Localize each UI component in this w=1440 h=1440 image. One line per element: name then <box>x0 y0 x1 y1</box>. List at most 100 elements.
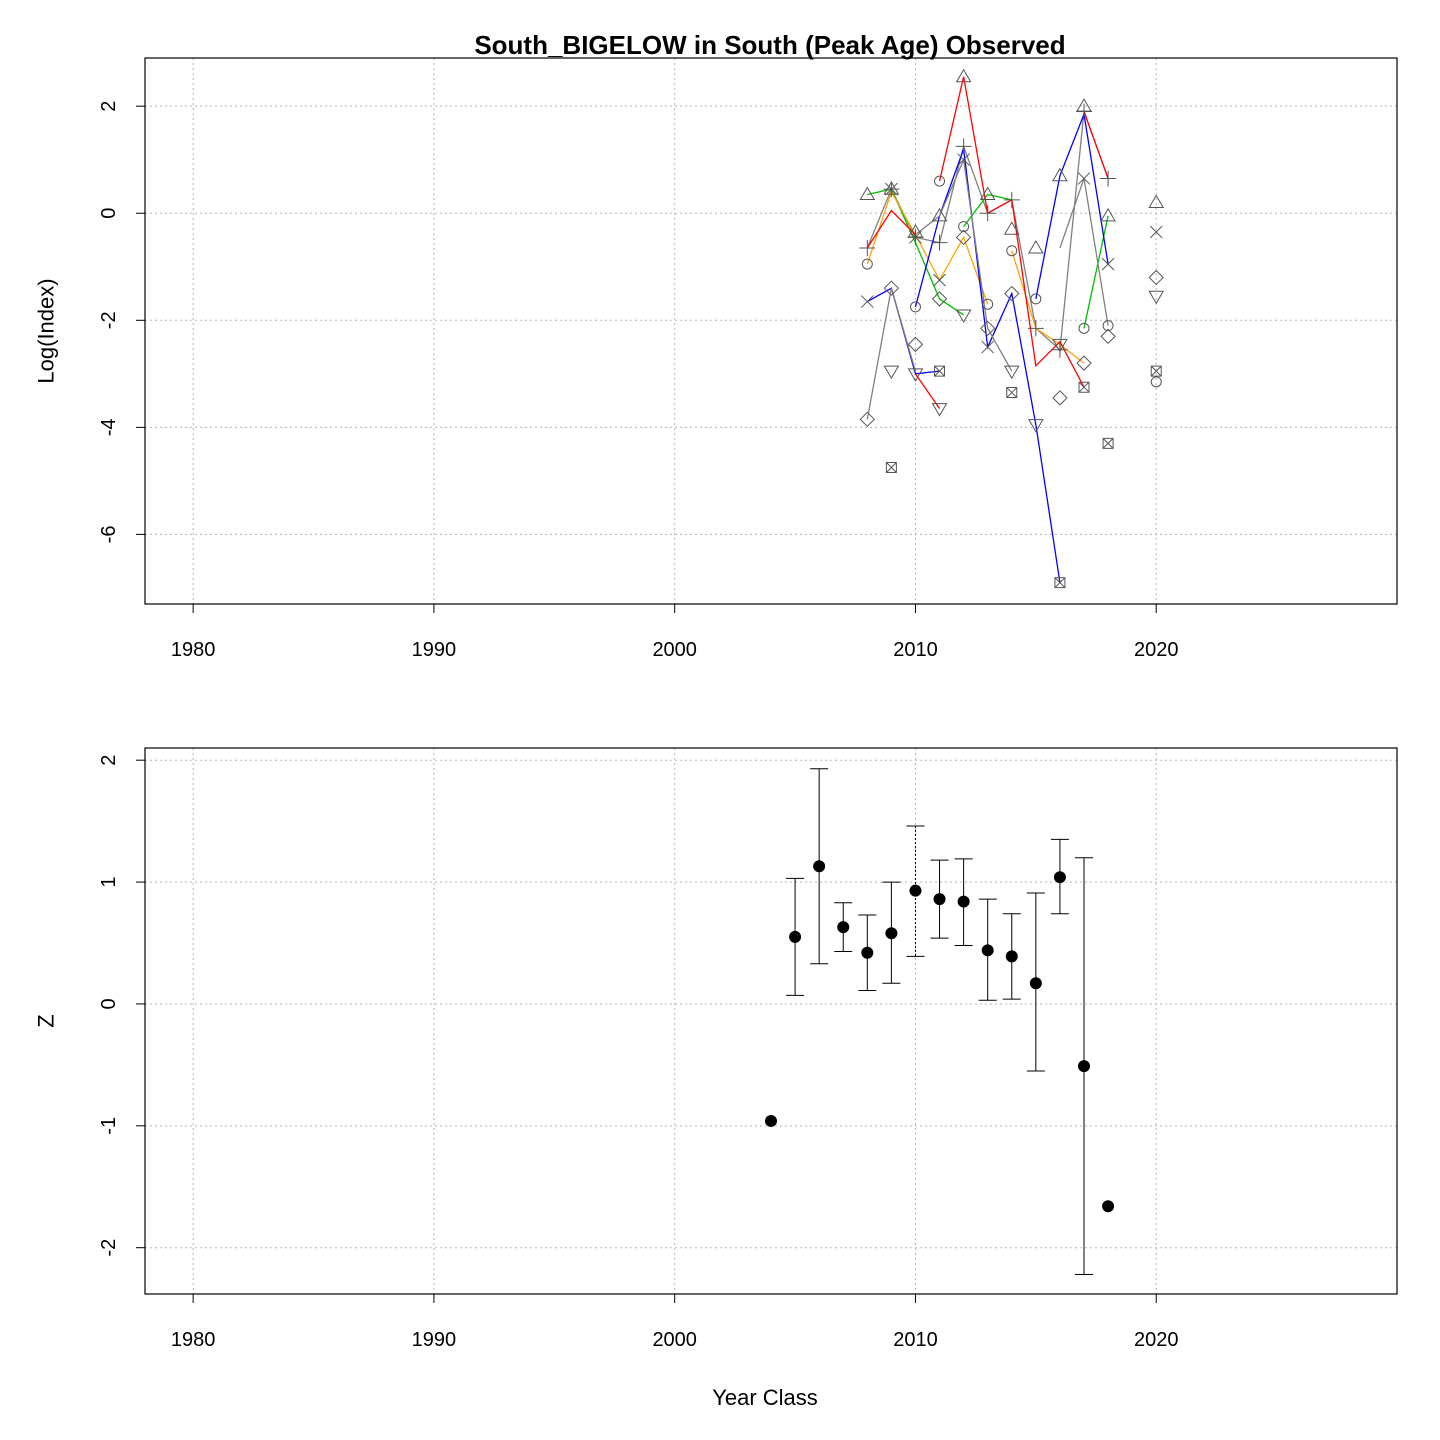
cross-marker <box>1077 172 1091 185</box>
series-line <box>866 190 989 305</box>
box-cross-marker <box>1150 365 1162 377</box>
y-tick-label: -2 <box>98 311 120 329</box>
down-triangle-marker <box>931 403 948 417</box>
cross-marker <box>981 340 995 354</box>
down-triangle-marker <box>955 309 972 323</box>
triangle-marker <box>1100 207 1116 222</box>
x-tick-label: 1980 <box>171 1329 216 1351</box>
triangle-marker <box>931 207 948 222</box>
plus-marker <box>1100 170 1117 187</box>
x-axis-title: Year Class <box>712 1385 818 1410</box>
diamond-marker <box>1148 269 1164 286</box>
z-point <box>789 930 802 943</box>
diamond-marker <box>931 291 948 307</box>
z-point <box>885 927 898 940</box>
series-line <box>938 76 1085 388</box>
cross-marker <box>957 153 970 167</box>
plus-marker <box>1027 320 1044 337</box>
z-point <box>861 946 874 959</box>
circle-marker <box>1102 320 1114 332</box>
diamond-marker <box>883 280 900 296</box>
diamond-marker <box>1076 355 1092 371</box>
y-tick-label: 2 <box>98 755 120 766</box>
box-cross-marker <box>1006 387 1018 399</box>
triangle-marker <box>883 181 900 195</box>
box-cross-marker <box>1078 381 1090 393</box>
z-point <box>933 893 946 906</box>
chart-title: South_BIGELOW in South (Peak Age) Observ… <box>474 30 1065 60</box>
circle-marker <box>958 221 970 233</box>
log-index-panel: 1980 1990 2000 2010 202020-2-4-6Log(Index)So… <box>34 30 1398 661</box>
series-line <box>915 157 1013 372</box>
x-tick-label: 2020 <box>1134 1329 1179 1351</box>
box-cross-marker <box>934 365 946 377</box>
triangle-marker <box>1148 194 1165 209</box>
cross-marker <box>860 295 874 308</box>
circle-marker <box>861 258 873 270</box>
diamond-marker <box>979 320 996 337</box>
box-cross-marker <box>1102 437 1114 449</box>
x-tick-label: 1990 <box>412 639 457 661</box>
x-tick-label: 1980 <box>171 639 216 661</box>
triangle-marker <box>955 68 972 83</box>
series-line <box>1083 215 1109 329</box>
diamond-marker <box>1052 390 1068 406</box>
series-line <box>914 373 941 409</box>
series-line <box>866 209 916 249</box>
z-point <box>957 895 970 908</box>
cross-marker <box>909 230 922 244</box>
circle-marker <box>934 175 946 187</box>
z-point <box>1053 871 1066 884</box>
down-triangle-marker <box>1148 290 1165 305</box>
z-panel: 1980 1990 2000 2010 2020 2 1 0 -1 -2 Z Year Class <box>34 747 1398 1410</box>
diamond-marker <box>1100 328 1116 345</box>
circle-marker <box>1078 322 1090 334</box>
z-point <box>765 1114 777 1127</box>
z-point <box>1005 950 1018 963</box>
plot-frame <box>144 747 1398 1295</box>
circle-marker <box>1030 293 1042 305</box>
series-line <box>1011 250 1085 364</box>
y-tick-label: 2 <box>98 101 120 112</box>
series-line <box>1083 111 1109 179</box>
plus-marker <box>931 234 948 251</box>
diamond-marker <box>859 411 876 428</box>
circle-marker <box>982 298 994 310</box>
down-triangle-marker <box>1027 419 1044 433</box>
cross-marker <box>933 273 946 287</box>
x-tick-label: 2020 <box>1134 639 1179 661</box>
z-point <box>1078 1060 1090 1073</box>
triangle-marker <box>979 186 996 200</box>
box-cross-marker <box>1054 577 1066 589</box>
plot-frame <box>144 57 1398 605</box>
x-tick-label: 2000 <box>652 639 697 661</box>
diamond-marker <box>907 336 924 353</box>
x-tick-label: 2000 <box>652 1329 697 1351</box>
plus-marker <box>859 240 876 257</box>
cross-marker <box>1101 257 1115 271</box>
y-axis-title: Z <box>34 1014 59 1027</box>
series-line <box>1035 111 1109 300</box>
plus-marker <box>955 138 972 155</box>
plus-marker <box>1051 341 1068 358</box>
z-point <box>837 921 850 934</box>
z-point <box>1102 1200 1115 1213</box>
triangle-marker <box>1052 167 1068 182</box>
y-tick-label: -6 <box>98 526 120 544</box>
down-triangle-marker <box>1052 338 1068 353</box>
circle-marker <box>1150 376 1162 388</box>
triangle-marker <box>1027 240 1044 254</box>
diamond-marker <box>955 229 972 246</box>
y-tick-label: 1 <box>98 877 120 888</box>
z-point <box>981 944 994 957</box>
plus-marker <box>1003 191 1020 208</box>
y-tick-label: -4 <box>98 418 120 436</box>
z-point <box>813 860 826 873</box>
box-cross-marker <box>885 462 897 473</box>
down-triangle-marker <box>883 365 900 380</box>
x-tick-label: 2010 <box>893 1329 938 1351</box>
z-point <box>1029 977 1042 990</box>
series-line <box>866 111 1109 352</box>
